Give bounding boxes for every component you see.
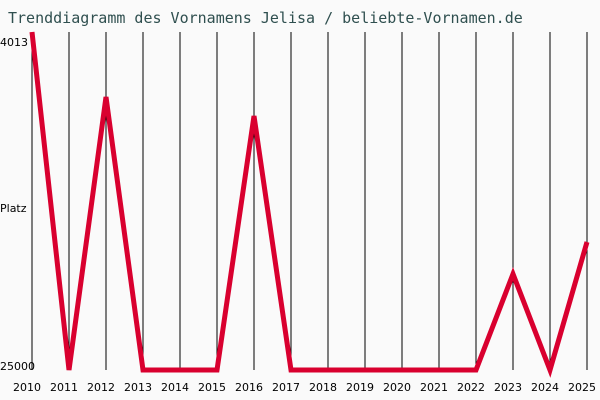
y-axis-label: Platz: [0, 202, 27, 215]
x-tick-label: 2012: [87, 381, 115, 394]
vertical-gridlines: [31, 32, 588, 370]
x-tick-label: 2014: [161, 381, 189, 394]
x-tick-label: 2024: [531, 381, 559, 394]
x-tick-label: 2018: [309, 381, 337, 394]
y-axis-bottom-label: 25000: [0, 360, 35, 373]
x-tick-label: 2019: [346, 381, 374, 394]
x-tick-label: 2011: [50, 381, 78, 394]
x-tick-label: 2015: [198, 381, 226, 394]
x-tick-label: 2016: [235, 381, 263, 394]
x-tick-label: 2013: [124, 381, 152, 394]
x-tick-label: 2022: [457, 381, 485, 394]
x-tick-label: 2020: [383, 381, 411, 394]
x-axis-labels: 2010 2011 2012 2013 2014 2015 2016 2017 2018 2019…: [13, 381, 596, 394]
x-tick-label: 2023: [494, 381, 522, 394]
trend-line: [29, 31, 590, 378]
x-tick-label: 2017: [272, 381, 300, 394]
x-tick-label: 2025: [568, 381, 596, 394]
chart-title: Trenddiagramm des Vornamens Jelisa / bel…: [8, 9, 523, 27]
y-axis-top-label: 4013: [0, 36, 28, 49]
x-tick-label: 2010: [13, 381, 41, 394]
x-tick-label: 2021: [420, 381, 448, 394]
